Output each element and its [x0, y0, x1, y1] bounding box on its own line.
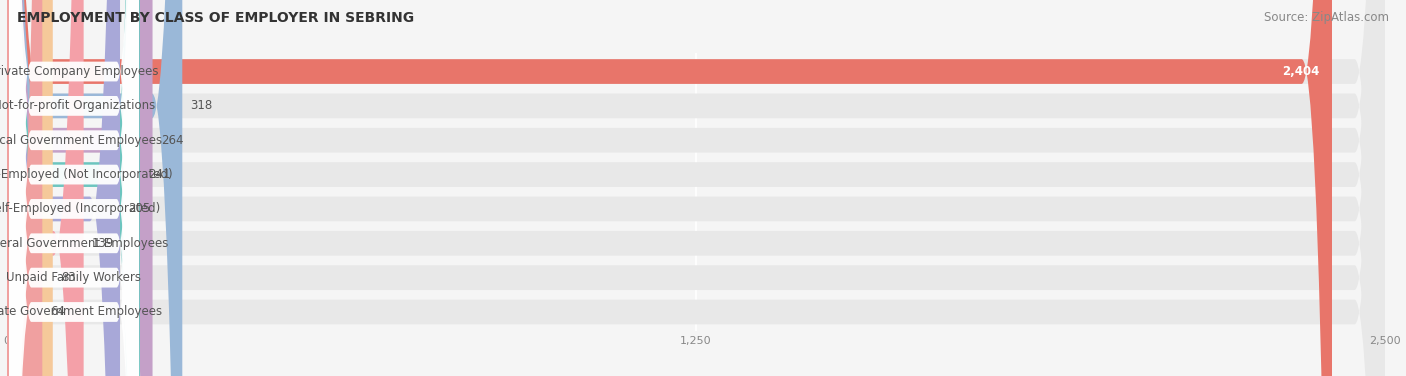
FancyBboxPatch shape [10, 0, 139, 376]
FancyBboxPatch shape [7, 0, 1385, 376]
Text: Self-Employed (Incorporated): Self-Employed (Incorporated) [0, 202, 160, 215]
Text: Federal Government Employees: Federal Government Employees [0, 237, 169, 250]
FancyBboxPatch shape [10, 0, 139, 376]
FancyBboxPatch shape [7, 0, 120, 376]
FancyBboxPatch shape [7, 0, 1385, 376]
Text: Private Company Employees: Private Company Employees [0, 65, 159, 78]
Text: Local Government Employees: Local Government Employees [0, 134, 162, 147]
FancyBboxPatch shape [7, 0, 183, 376]
FancyBboxPatch shape [7, 0, 42, 376]
FancyBboxPatch shape [10, 0, 139, 376]
FancyBboxPatch shape [7, 0, 1385, 376]
Text: 139: 139 [91, 237, 114, 250]
FancyBboxPatch shape [10, 0, 139, 376]
FancyBboxPatch shape [7, 0, 1331, 376]
FancyBboxPatch shape [7, 0, 152, 376]
Text: Unpaid Family Workers: Unpaid Family Workers [7, 271, 142, 284]
FancyBboxPatch shape [7, 0, 1385, 376]
FancyBboxPatch shape [7, 0, 1385, 376]
FancyBboxPatch shape [10, 0, 139, 376]
FancyBboxPatch shape [7, 0, 139, 376]
FancyBboxPatch shape [10, 0, 139, 376]
FancyBboxPatch shape [7, 0, 1385, 376]
Text: 83: 83 [60, 271, 76, 284]
Text: State Government Employees: State Government Employees [0, 305, 163, 318]
Text: 205: 205 [128, 202, 150, 215]
Text: 264: 264 [160, 134, 183, 147]
Text: Self-Employed (Not Incorporated): Self-Employed (Not Incorporated) [0, 168, 173, 181]
Text: EMPLOYMENT BY CLASS OF EMPLOYER IN SEBRING: EMPLOYMENT BY CLASS OF EMPLOYER IN SEBRI… [17, 11, 413, 25]
FancyBboxPatch shape [7, 0, 83, 376]
FancyBboxPatch shape [10, 0, 139, 376]
Text: Source: ZipAtlas.com: Source: ZipAtlas.com [1264, 11, 1389, 24]
Text: 2,404: 2,404 [1282, 65, 1320, 78]
Text: 318: 318 [191, 99, 212, 112]
Text: 241: 241 [148, 168, 170, 181]
FancyBboxPatch shape [10, 0, 139, 376]
FancyBboxPatch shape [7, 0, 1385, 376]
Text: 64: 64 [51, 305, 66, 318]
Text: Not-for-profit Organizations: Not-for-profit Organizations [0, 99, 155, 112]
FancyBboxPatch shape [7, 0, 53, 376]
FancyBboxPatch shape [7, 0, 1385, 376]
